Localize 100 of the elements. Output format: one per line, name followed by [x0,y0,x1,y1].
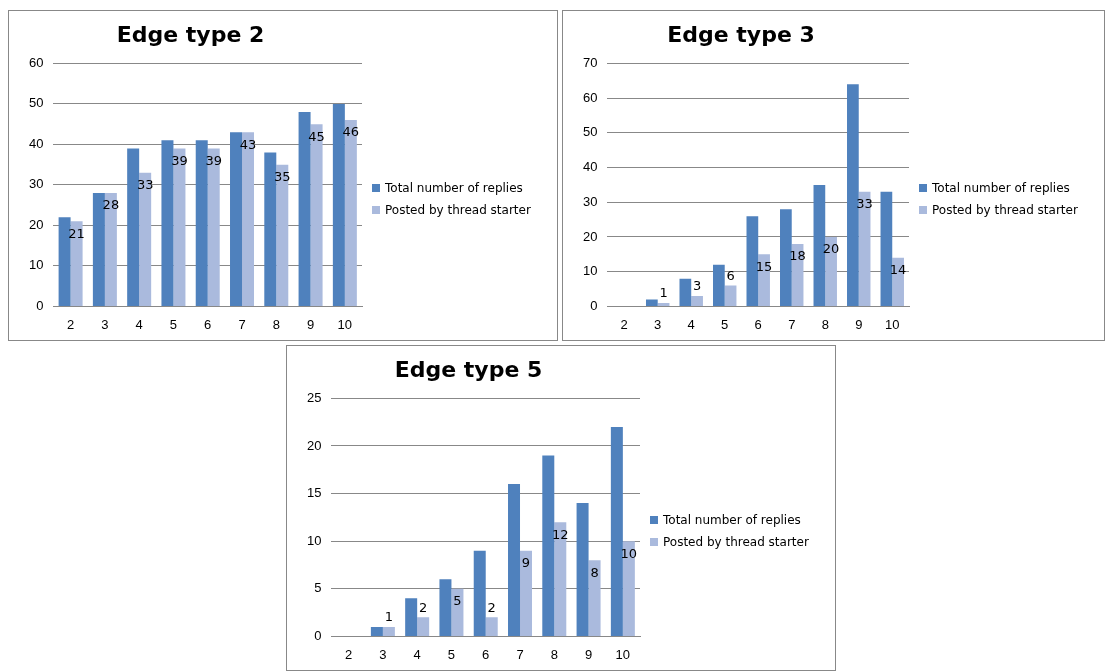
bar [382,626,395,636]
bar [622,541,635,636]
x-tick-label: 7 [516,646,524,662]
y-tick-label: 20 [582,228,598,244]
bar [104,193,117,306]
bar [370,626,383,636]
data-label: 1 [384,609,394,625]
x-tick-label: 10 [337,316,353,332]
data-label: 2 [487,599,496,615]
bar [780,209,792,306]
bar [880,191,893,306]
x-tick-label: 4 [687,316,695,332]
data-label: 33 [856,196,873,212]
bar [58,217,71,306]
bar [691,295,703,306]
bar [473,550,486,636]
y-tick-label: 30 [582,193,598,209]
data-label: 12 [552,526,569,542]
data-label: 39 [205,152,222,168]
data-label: 28 [102,197,120,213]
y-tick-label: 30 [28,176,44,192]
x-tick-label: 3 [379,646,387,662]
y-tick-label: 0 [314,627,322,643]
bar [195,140,208,306]
data-label: 14 [889,262,907,278]
bar [713,264,725,306]
y-tick-label: 25 [306,389,322,405]
bar [344,120,357,306]
data-label: 43 [239,136,257,152]
legend-label: Total number of replies [932,181,1070,195]
x-tick-label: 9 [584,646,593,662]
bar [554,522,567,636]
legend-label: Total number of replies [385,181,523,195]
x-tick-label: 6 [482,646,490,662]
bar [588,560,601,636]
bar [825,236,837,306]
bar [439,579,452,636]
data-label: 21 [68,225,85,241]
bar [242,132,255,306]
bar [207,148,220,306]
bar [610,426,623,636]
bar [310,124,323,306]
x-tick-label: 8 [550,646,558,662]
y-tick-label: 70 [582,54,598,70]
bar [645,299,658,306]
bar [485,617,498,636]
data-label: 1 [659,285,668,301]
y-tick-label: 10 [28,257,44,273]
x-tick-label: 10 [615,646,631,662]
data-label: 46 [342,124,360,140]
x-tick-label: 9 [306,316,315,332]
data-label: 10 [620,545,638,561]
legend-label: Posted by thread starter [932,203,1078,217]
data-label: 3 [692,278,702,294]
bar [276,164,289,306]
x-tick-label: 2 [620,316,628,332]
data-label: 35 [274,169,291,185]
y-tick-label: 15 [306,485,322,501]
y-tick-label: 40 [582,159,598,175]
x-tick-label: 5 [447,646,456,662]
x-tick-label: 2 [344,646,353,662]
data-label: 9 [521,555,531,571]
y-tick-label: 50 [582,124,598,140]
bar [679,278,692,306]
x-tick-label: 4 [413,646,421,662]
data-label: 39 [171,152,188,168]
x-tick-label: 7 [238,316,246,332]
bar [173,148,186,306]
bar [451,588,464,636]
bar [847,84,859,306]
x-tick-label: 5 [721,316,729,332]
x-tick-label: 3 [654,316,662,332]
bar [576,503,589,636]
x-tick-label: 2 [66,316,75,332]
chart-title: Edge type 2 [116,21,265,47]
data-label: 5 [453,593,462,609]
bar [758,254,770,306]
bar [139,172,152,306]
bar [70,221,83,306]
x-tick-label: 10 [885,316,900,332]
y-tick-label: 0 [590,297,598,313]
bar [405,598,418,636]
y-tick-label: 20 [306,437,322,453]
chart-title: Edge type 5 [394,356,543,382]
y-tick-label: 60 [582,89,598,105]
data-label: 15 [755,258,773,274]
bar [298,112,311,306]
bar [746,216,759,306]
y-tick-label: 10 [306,532,322,548]
legend-label: Posted by thread starter [385,203,531,217]
y-tick-label: 50 [28,95,44,111]
y-tick-label: 0 [36,297,44,313]
x-tick-label: 7 [788,316,796,332]
x-tick-label: 9 [855,316,863,332]
bar [264,152,277,306]
bar [657,302,670,306]
bar [417,617,430,636]
data-label: 2 [419,599,428,615]
data-label: 18 [789,248,806,264]
bar [92,193,105,306]
